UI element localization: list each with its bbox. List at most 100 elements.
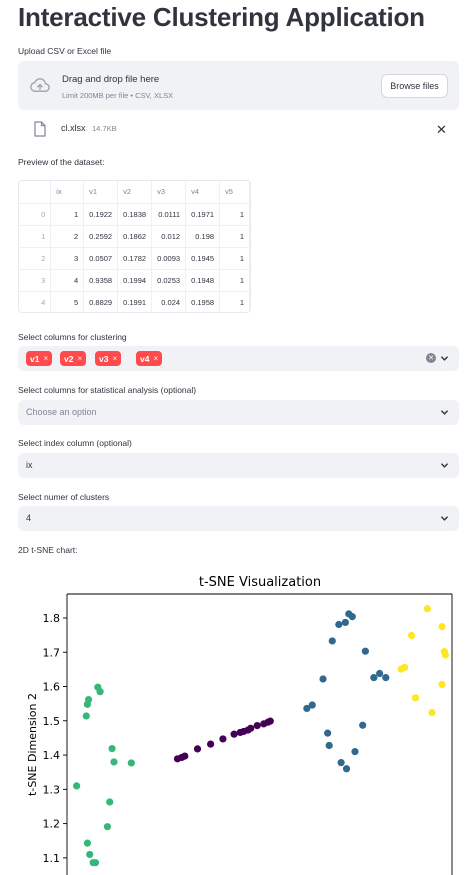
tag-remove-icon[interactable]: ×	[43, 354, 49, 363]
clusters-label: Select numer of clusters	[18, 492, 110, 502]
chart-y-axis-label: t-SNE Dimension 2	[26, 693, 39, 796]
scatter-point-cluster-1	[324, 729, 332, 737]
close-icon[interactable]: ✕	[436, 122, 447, 137]
tsne-chart: t-SNE Visualization t-SNE Dimension 2 1.…	[18, 568, 459, 875]
scatter-point-cluster-1	[303, 704, 311, 713]
scatter-point-cluster-1	[342, 765, 351, 773]
scatter-point-cluster-1	[348, 613, 356, 621]
tsne-chart-svg: t-SNE Visualization t-SNE Dimension 2 1.…	[26, 575, 453, 875]
table-header-cell[interactable]: v1	[83, 181, 119, 204]
chevron-down-icon[interactable]	[440, 461, 449, 470]
uploaded-file-size: 14.7KB	[92, 124, 117, 133]
scatter-point-cluster-2	[84, 695, 93, 704]
scatter-point-cluster-3	[401, 663, 409, 671]
chart-title: t-SNE Visualization	[199, 575, 321, 590]
clustering-columns-multiselect[interactable]: v1 × v2 × v3 × v4 × ✕	[18, 346, 459, 371]
tag-remove-icon[interactable]: ×	[77, 354, 83, 363]
table-row: 2 3 0.0507 0.1782 0.0093 0.1945 1	[19, 247, 250, 270]
page-title: Interactive Clustering Application	[18, 2, 425, 32]
scatter-point-cluster-2	[106, 798, 114, 806]
y-axis-ticks: 1.1 1.2 1.3 1.4 1.5 1.6 1.7 1.8	[43, 612, 67, 865]
table-cell: 0.1922	[83, 203, 119, 226]
stat-columns-placeholder: Choose an option	[26, 407, 97, 417]
table-cell: 0.1958	[185, 291, 221, 312]
stat-columns-label: Select columns for statistical analysis …	[18, 385, 197, 395]
table-cell: 0	[19, 203, 52, 226]
dropzone-title: Drag and drop file here	[62, 74, 160, 85]
table-cell: 2	[19, 247, 52, 270]
scatter-point-cluster-3	[411, 694, 420, 702]
scatter-point-cluster-0	[207, 740, 215, 748]
table-cell: 0.012	[151, 225, 187, 248]
scatter-point-cluster-0	[181, 752, 189, 760]
browse-files-button[interactable]: Browse files	[381, 74, 448, 98]
table-cell: 1	[219, 291, 250, 312]
table-cell: 0.1948	[185, 269, 221, 292]
table-cell: 1	[50, 203, 85, 226]
scatter-point-cluster-1	[308, 701, 316, 709]
table-header-cell[interactable]: v2	[117, 181, 153, 204]
table-header-cell[interactable]: v5	[219, 181, 250, 204]
scatter-points	[73, 605, 450, 867]
scatter-point-cluster-1	[341, 618, 349, 627]
table-cell: 3	[19, 269, 52, 292]
y-tick-label: 1.2	[43, 818, 61, 831]
table-cell: 2	[50, 225, 85, 248]
chevron-down-icon[interactable]	[440, 514, 449, 523]
scatter-point-cluster-1	[370, 674, 378, 682]
table-row: 0 1 0.1922 0.1838 0.0111 0.1971 1	[19, 203, 250, 226]
chart-section-label: 2D t-SNE chart:	[18, 545, 78, 555]
scatter-point-cluster-0	[219, 735, 227, 743]
table-cell: 0.2592	[83, 225, 119, 248]
scatter-point-cluster-2	[86, 850, 94, 859]
file-dropzone[interactable]: Drag and drop file here Limit 200MB per …	[18, 61, 459, 110]
scatter-point-cluster-1	[382, 674, 390, 682]
table-cell: 1	[219, 247, 250, 270]
table-header-cell[interactable]: v3	[151, 181, 187, 204]
table-cell: 0.1971	[185, 203, 221, 226]
y-tick-label: 1.8	[43, 612, 61, 625]
table-header-cell[interactable]: v4	[185, 181, 221, 204]
scatter-point-cluster-2	[127, 759, 135, 767]
y-tick-label: 1.6	[43, 681, 61, 694]
scatter-point-cluster-0	[247, 724, 255, 732]
table-cell: 1	[19, 225, 52, 248]
chevron-down-icon[interactable]	[440, 408, 449, 417]
clear-all-icon[interactable]: ✕	[426, 353, 436, 363]
tag-remove-icon[interactable]: ×	[153, 354, 159, 363]
y-tick-label: 1.7	[43, 646, 61, 659]
scatter-point-cluster-1	[361, 647, 369, 655]
table-row: 4 5 0.8829 0.1991 0.024 0.1958 1	[19, 291, 250, 312]
y-tick-label: 1.1	[43, 852, 61, 865]
index-column-select[interactable]: ix	[18, 453, 459, 478]
table-cell: 0.1782	[117, 247, 153, 270]
scatter-point-cluster-0	[193, 745, 202, 753]
scatter-point-cluster-1	[351, 748, 359, 756]
table-cell: 0.0111	[151, 203, 187, 226]
table-cell: 1	[219, 203, 250, 226]
table-cell: 0.198	[185, 225, 221, 248]
tag-remove-icon[interactable]: ×	[112, 354, 118, 363]
table-header-cell[interactable]: ix	[50, 181, 85, 204]
scatter-point-cluster-0	[266, 717, 274, 725]
table-cell: 0.0093	[151, 247, 187, 270]
scatter-point-cluster-2	[91, 859, 100, 867]
scatter-point-cluster-1	[376, 669, 384, 678]
tag-label: v2	[64, 353, 74, 364]
y-tick-label: 1.5	[43, 715, 61, 728]
table-header-cell[interactable]	[19, 181, 52, 204]
scatter-point-cluster-3	[407, 631, 416, 640]
dataset-preview-table[interactable]: ix v1 v2 v3 v4 v5 0 1 0.1922 0.1838 0.01…	[18, 180, 251, 313]
y-tick-label: 1.4	[43, 749, 61, 762]
scatter-point-cluster-2	[96, 688, 104, 696]
chevron-down-icon[interactable]	[440, 354, 449, 363]
preview-label: Preview of the dataset:	[18, 157, 105, 167]
cloud-upload-icon	[30, 78, 50, 92]
table-cell: 0.0507	[83, 247, 119, 270]
stat-columns-multiselect[interactable]: Choose an option	[18, 400, 459, 425]
dropzone-subtitle: Limit 200MB per file • CSV, XLSX	[62, 91, 174, 100]
clusters-select[interactable]: 4	[18, 506, 459, 531]
index-column-value: ix	[26, 460, 33, 470]
scatter-point-cluster-1	[325, 741, 333, 750]
table-cell: 0.1994	[117, 269, 153, 292]
